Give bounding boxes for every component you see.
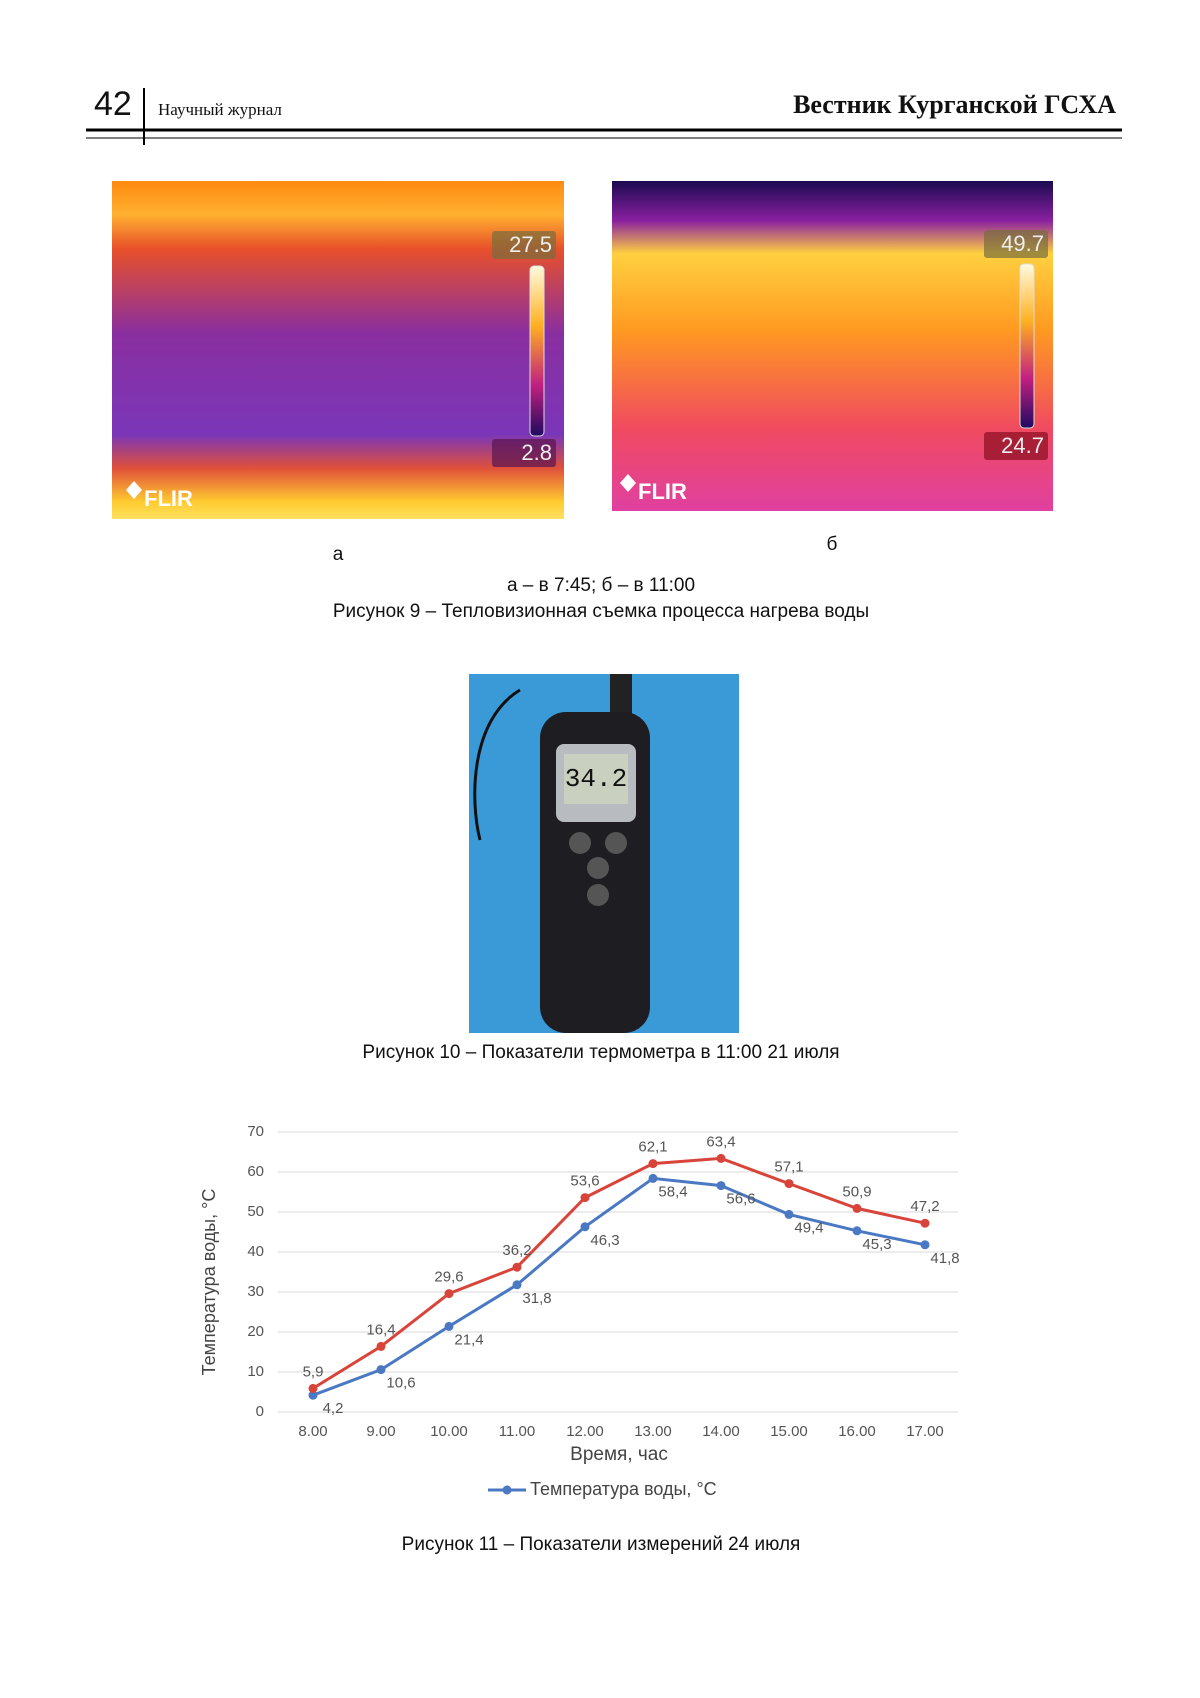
data-point xyxy=(377,1365,386,1374)
y-tick-label: 0 xyxy=(256,1403,264,1420)
data-point xyxy=(649,1174,658,1183)
x-tick-label: 17.00 xyxy=(906,1423,944,1440)
data-label: 53,6 xyxy=(570,1173,599,1190)
x-tick-label: 9.00 xyxy=(366,1423,395,1440)
data-point xyxy=(445,1289,454,1298)
data-label: 49,4 xyxy=(794,1219,823,1236)
legend-marker xyxy=(503,1486,512,1495)
data-point xyxy=(377,1342,386,1351)
scale-max: 49.7 xyxy=(1001,231,1044,256)
journal-type: Научный журнал xyxy=(158,100,282,119)
data-point xyxy=(445,1322,454,1331)
x-tick-label: 10.00 xyxy=(430,1423,468,1440)
data-label: 31,8 xyxy=(522,1290,551,1307)
x-tick-label: 13.00 xyxy=(634,1423,672,1440)
y-tick-label: 10 xyxy=(247,1363,264,1380)
data-label: 57,1 xyxy=(774,1159,803,1176)
data-point xyxy=(853,1204,862,1213)
y-tick-label: 20 xyxy=(247,1323,264,1340)
data-label: 58,4 xyxy=(658,1183,687,1200)
data-point xyxy=(513,1280,522,1289)
data-point xyxy=(309,1384,318,1393)
data-label: 41,8 xyxy=(930,1250,959,1267)
y-tick-label: 30 xyxy=(247,1283,264,1300)
flir-logo: FLIR xyxy=(638,479,687,504)
thermal-scale xyxy=(530,266,544,436)
figure-caption: Рисунок 10 – Показатели термометра в 11:… xyxy=(362,1042,839,1063)
figure-caption: Рисунок 9 – Тепловизионная съемка процес… xyxy=(333,601,869,622)
flir-logo: FLIR xyxy=(144,486,193,511)
journal-title: Вестник Курганской ГСХА xyxy=(793,90,1116,119)
x-axis-title: Время, час xyxy=(570,1444,668,1465)
data-point xyxy=(717,1181,726,1190)
figure-caption: Рисунок 11 – Показатели измерений 24 июл… xyxy=(402,1534,801,1555)
data-point xyxy=(921,1240,930,1249)
subfigure-label: б xyxy=(827,534,838,555)
data-label: 47,2 xyxy=(910,1198,939,1215)
data-label: 16,4 xyxy=(366,1321,395,1338)
x-tick-label: 12.00 xyxy=(566,1423,604,1440)
data-label: 21,4 xyxy=(454,1331,483,1348)
legend-label: Температура воды, °С xyxy=(530,1479,717,1499)
button xyxy=(587,884,609,906)
data-label: 56,6 xyxy=(726,1191,755,1208)
scale-min: 24.7 xyxy=(1001,433,1044,458)
thermal-scale xyxy=(1020,264,1034,428)
x-tick-label: 11.00 xyxy=(499,1423,535,1440)
data-label: 4,2 xyxy=(323,1400,344,1417)
scale-max: 27.5 xyxy=(509,232,552,257)
button xyxy=(569,832,591,854)
data-point xyxy=(649,1159,658,1168)
y-tick-label: 60 xyxy=(247,1163,264,1180)
data-point xyxy=(581,1222,590,1231)
data-label: 45,3 xyxy=(862,1236,891,1253)
data-label: 5,9 xyxy=(303,1363,324,1380)
thermometer-reading: 34.2 xyxy=(565,764,627,794)
data-label: 29,6 xyxy=(434,1269,463,1286)
x-tick-label: 15.00 xyxy=(770,1423,808,1440)
data-point xyxy=(581,1193,590,1202)
y-axis-title: Температура воды, °С xyxy=(199,1189,219,1376)
page-number: 42 xyxy=(94,85,132,123)
x-tick-label: 8.00 xyxy=(298,1423,327,1440)
data-point xyxy=(785,1210,794,1219)
button xyxy=(605,832,627,854)
scale-min: 2.8 xyxy=(521,440,552,465)
data-label: 62,1 xyxy=(638,1139,667,1156)
data-point xyxy=(921,1219,930,1228)
data-point xyxy=(853,1226,862,1235)
data-label: 63,4 xyxy=(706,1133,735,1150)
series-line xyxy=(313,1178,925,1395)
subcaption: а – в 7:45; б – в 11:00 xyxy=(507,575,695,596)
data-label: 50,9 xyxy=(842,1183,871,1200)
y-tick-label: 70 xyxy=(247,1123,264,1140)
data-point xyxy=(717,1154,726,1163)
data-label: 10,6 xyxy=(386,1375,415,1392)
data-label: 46,3 xyxy=(590,1232,619,1249)
button xyxy=(587,857,609,879)
y-tick-label: 40 xyxy=(247,1243,264,1260)
y-tick-label: 50 xyxy=(247,1203,264,1220)
subfigure-label: а xyxy=(333,544,344,565)
data-point xyxy=(513,1263,522,1272)
x-tick-label: 16.00 xyxy=(838,1423,876,1440)
x-tick-label: 14.00 xyxy=(702,1423,740,1440)
data-label: 36,2 xyxy=(502,1242,531,1259)
data-point xyxy=(785,1179,794,1188)
